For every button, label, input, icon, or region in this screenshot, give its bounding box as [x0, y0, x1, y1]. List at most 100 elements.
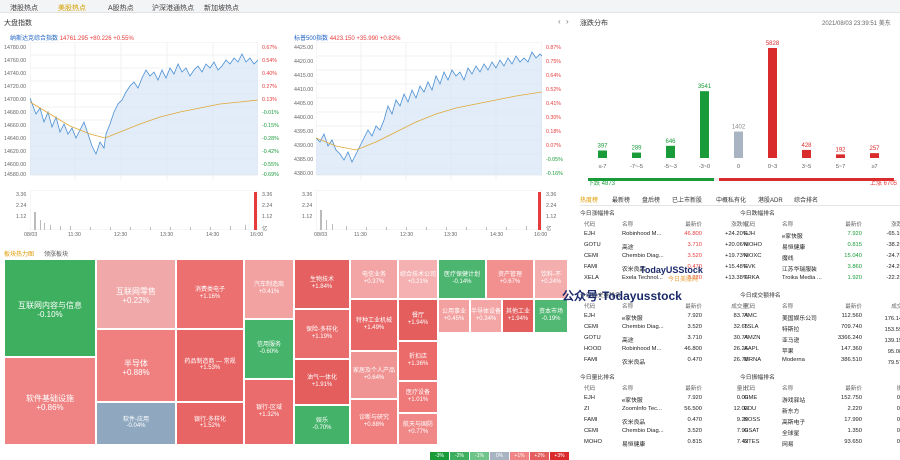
heatmap-cell[interactable]: 互联网零售 +0.22% [96, 259, 176, 329]
table-cell-name[interactable]: 农米良品 [622, 420, 646, 426]
table-cell-code[interactable]: EVK [744, 264, 756, 270]
heatmap-cell[interactable]: 汽车制造商 +0.41% [244, 259, 294, 319]
table-cell-code[interactable]: MOHO [584, 439, 603, 445]
heatmap-cell[interactable]: 银行-区域 +1.32% [244, 379, 294, 445]
table-cell-code[interactable]: FAMI [584, 357, 598, 363]
table-cell-name[interactable]: 特斯拉 [782, 327, 800, 333]
heatmap-cell[interactable]: 半导体设备 +0.34% [470, 299, 502, 333]
heatmap-cell[interactable]: 信用服务 -0.60% [244, 319, 294, 379]
table-cell-code[interactable]: NTES [744, 439, 760, 445]
tab-connect-hot[interactable]: 沪深港通热点 [152, 5, 194, 12]
table-cell-name[interactable]: Robinhood M... [622, 346, 662, 352]
table-cell-name[interactable]: 游戏驿站 [782, 398, 806, 404]
table-cell-name[interactable]: e家快服 [622, 398, 643, 404]
heatmap-cell[interactable]: 特种工业机械 +1.49% [350, 299, 398, 351]
tab-a-hot[interactable]: A股热点 [108, 5, 134, 12]
table-cell-code[interactable]: AMC [744, 313, 757, 319]
table-cell-name[interactable]: Troika Media ... [782, 275, 822, 281]
tab-sg-hot[interactable]: 新加坡热点 [204, 5, 239, 12]
table-cell-name[interactable]: 苹果 [782, 349, 794, 355]
table-cell-code[interactable]: MOXC [744, 253, 762, 259]
table-cell-name[interactable]: Robinhood M... [622, 231, 662, 237]
tab-ipo[interactable]: 已上市新股 [672, 198, 703, 204]
heatmap-cell[interactable]: 饮料-不 +0.24% [534, 259, 568, 299]
tab-us-hot[interactable]: 美股热点 [58, 5, 86, 12]
table-cell-code[interactable]: HOOD [584, 346, 602, 352]
table-cell-name[interactable]: 魔线 [782, 256, 794, 262]
table-cell-name[interactable]: 江苏华瑞服装 [782, 267, 817, 273]
chevron-left-icon[interactable]: ‹ [558, 17, 561, 26]
table-cell-code[interactable]: TRKA [744, 275, 760, 281]
table-cell-code[interactable]: GOTU [584, 242, 601, 248]
heatmap-title[interactable]: 板块热力图 [4, 252, 35, 258]
tab-latest[interactable]: 最新榜 [612, 198, 631, 204]
tab-hot[interactable]: 热度榜 [580, 198, 599, 204]
table-cell-code[interactable]: AMZN [744, 335, 761, 341]
tab-hk-hot[interactable]: 港股热点 [10, 5, 38, 12]
table-cell-name[interactable]: Moderna [782, 357, 805, 363]
table-cell-code[interactable]: GME [744, 395, 758, 401]
sp500-name[interactable]: 标普500指数 [294, 36, 329, 42]
table-cell-name[interactable]: ZoomInfo Tec... [622, 406, 662, 412]
heatmap-cell[interactable]: 资产管理 +0.67% [486, 259, 534, 299]
table-cell-code[interactable]: MRNA [744, 357, 762, 363]
heatmap-cell[interactable]: 消费类电子 +1.16% [176, 259, 244, 329]
heatmap-cell[interactable]: 互联网内容与信息 -0.10% [4, 259, 96, 357]
table-cell-name[interactable]: e家快服 [622, 316, 643, 322]
table-cell-code[interactable]: ZI [584, 406, 590, 412]
heatmap-cell[interactable]: 资本市场 -0.19% [534, 299, 568, 333]
nasdaq-name[interactable]: 纳斯达克综合指数 [10, 36, 59, 42]
table-cell-name[interactable]: 美国娱乐公司 [782, 316, 817, 322]
table-cell-code[interactable]: FAMI [584, 417, 598, 423]
table-cell-code[interactable]: EJH [584, 231, 595, 237]
heatmap-cell[interactable]: 银行-多样化 +1.52% [176, 402, 244, 445]
table-cell-code[interactable]: EDU [744, 406, 757, 412]
table-cell-name[interactable]: e家快服 [782, 234, 803, 240]
table-cell-name[interactable]: 全球星 [782, 431, 800, 437]
heatmap-cell[interactable]: 生物技术 +1.84% [294, 259, 350, 309]
table-cell-code[interactable]: EJH [584, 395, 595, 401]
table-cell-name[interactable]: 农米良品 [622, 360, 646, 366]
heatmap-cell[interactable]: 其他工业 +1.94% [502, 299, 534, 333]
heatmap-cell[interactable]: 半导体 +0.88% [96, 329, 176, 402]
table-cell-code[interactable]: FAMI [584, 264, 598, 270]
table-cell-name[interactable]: 新东方 [782, 409, 800, 415]
chevron-right-icon[interactable]: › [566, 17, 569, 26]
heatmap-cell[interactable]: 折扣店 +1.36% [398, 341, 438, 381]
table-cell-code[interactable]: CEMI [584, 428, 599, 434]
table-cell-code[interactable]: CEMI [584, 324, 599, 330]
tab-adr[interactable]: 港股ADR [758, 198, 783, 204]
heatmap-subtitle[interactable]: 领涨板块 [44, 252, 69, 258]
table-cell-code[interactable]: CEMI [584, 253, 599, 259]
table-cell-name[interactable]: 农米良品 [622, 267, 646, 273]
table-cell-name[interactable]: Chembio Diag... [622, 428, 664, 434]
table-cell-code[interactable]: GOTU [584, 335, 601, 341]
heatmap-cell[interactable]: 餐厅 +1.94% [398, 299, 438, 341]
table-cell-code[interactable]: KOSS [744, 417, 761, 423]
heatmap-cell[interactable]: 电信业务 +0.37% [350, 259, 398, 299]
heatmap-cell[interactable]: 医疗设备 +1.01% [398, 381, 438, 413]
table-cell-code[interactable]: TSLA [744, 324, 759, 330]
table-cell-code[interactable]: XELA [584, 275, 599, 281]
table-cell-name[interactable]: 亚马逊 [782, 338, 800, 344]
heatmap-cell[interactable]: 家居及个人产品 +0.64% [350, 351, 398, 399]
heatmap-cell[interactable]: 保险-多样化 +1.19% [294, 309, 350, 359]
heatmap-cell[interactable]: 娱乐 -0.70% [294, 405, 350, 445]
table-cell-name[interactable]: 易恒健康 [782, 245, 806, 251]
tab-afterhours[interactable]: 盘后榜 [642, 198, 661, 204]
heatmap-cell[interactable]: 软件-应用 -0.04% [96, 402, 176, 445]
heatmap-cell[interactable]: 软件基础设施 +0.86% [4, 357, 96, 445]
table-cell-name[interactable]: Chembio Diag... [622, 324, 664, 330]
heatmap-cell[interactable]: 综合技术公司 +0.21% [398, 259, 438, 299]
table-cell-name[interactable]: Chembio Diag... [622, 253, 664, 259]
table-cell-code[interactable]: MOHO [744, 242, 763, 248]
table-cell-code[interactable]: EJH [744, 231, 755, 237]
table-cell-code[interactable]: AAPL [744, 346, 759, 352]
table-cell-code[interactable]: GSAT [744, 428, 760, 434]
table-cell-name[interactable]: 易恒健康 [622, 442, 646, 448]
table-cell-name[interactable]: 高途 [622, 338, 634, 344]
heatmap-cell[interactable]: 航天与国防 +0.77% [398, 413, 438, 445]
table-cell-name[interactable]: 网易 [782, 442, 794, 448]
table-cell-name[interactable]: Exela Technol... [622, 275, 663, 281]
heatmap-cell[interactable]: 诊断与研究 +0.88% [350, 399, 398, 445]
